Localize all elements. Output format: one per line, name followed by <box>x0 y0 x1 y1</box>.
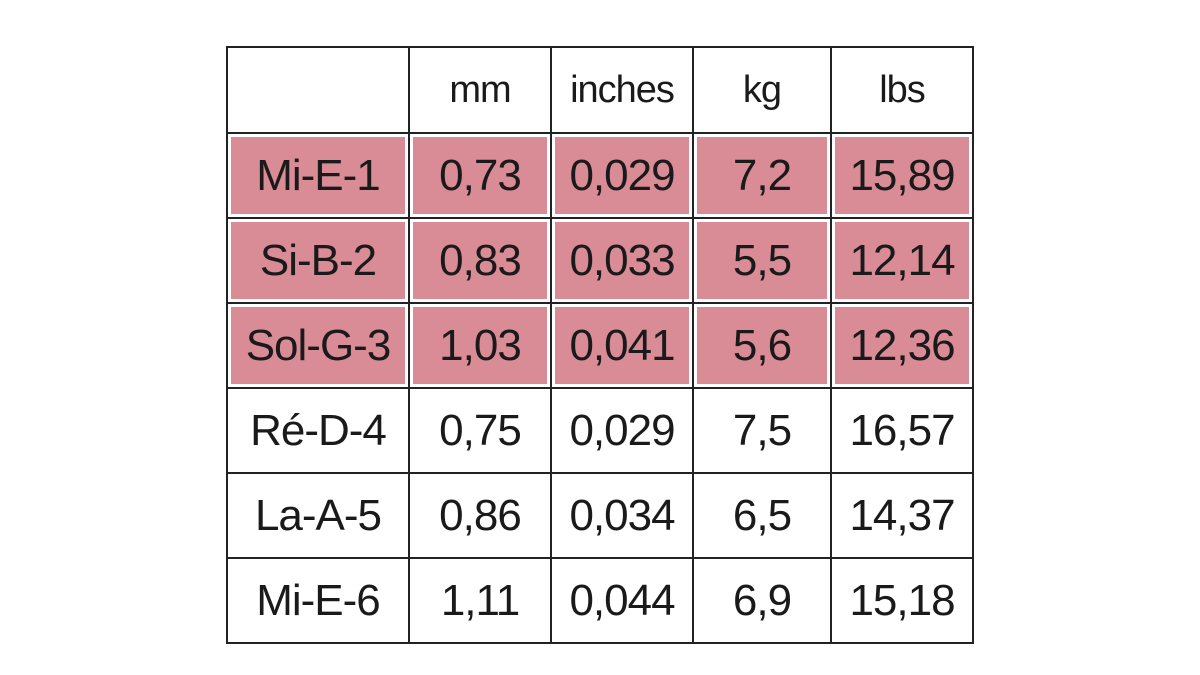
value-inches: 0,033 <box>550 217 694 304</box>
table-row: Si-B-2 0,83 0,033 5,5 12,14 <box>226 217 974 304</box>
value-lbs: 14,37 <box>830 472 974 559</box>
value-kg: 7,5 <box>692 387 832 474</box>
value-inches: 0,044 <box>550 557 694 644</box>
header-cell-empty <box>226 46 410 134</box>
value-lbs: 16,57 <box>830 387 974 474</box>
header-cell-kg: kg <box>692 46 832 134</box>
header-cell-mm: mm <box>408 46 552 134</box>
value-kg: 5,6 <box>692 302 832 389</box>
value-inches: 0,029 <box>550 387 694 474</box>
value-kg: 6,9 <box>692 557 832 644</box>
value-lbs: 12,36 <box>830 302 974 389</box>
row-label: Si-B-2 <box>226 217 410 304</box>
table-row: Ré-D-4 0,75 0,029 7,5 16,57 <box>226 387 974 474</box>
value-mm: 0,83 <box>408 217 552 304</box>
table-row: Sol-G-3 1,03 0,041 5,6 12,36 <box>226 302 974 389</box>
value-inches: 0,041 <box>550 302 694 389</box>
value-inches: 0,029 <box>550 132 694 219</box>
value-kg: 7,2 <box>692 132 832 219</box>
row-label: Mi-E-6 <box>226 557 410 644</box>
header-cell-lbs: lbs <box>830 46 974 134</box>
row-label: Mi-E-1 <box>226 132 410 219</box>
row-label: Sol-G-3 <box>226 302 410 389</box>
value-kg: 6,5 <box>692 472 832 559</box>
value-lbs: 12,14 <box>830 217 974 304</box>
value-mm: 0,86 <box>408 472 552 559</box>
row-label: Ré-D-4 <box>226 387 410 474</box>
table-row: Mi-E-6 1,11 0,044 6,9 15,18 <box>226 557 974 644</box>
spec-table: mm inches kg lbs Mi-E-1 0,73 0,029 7,2 1… <box>226 46 974 644</box>
value-mm: 0,75 <box>408 387 552 474</box>
value-lbs: 15,18 <box>830 557 974 644</box>
value-kg: 5,5 <box>692 217 832 304</box>
row-label: La-A-5 <box>226 472 410 559</box>
header-row: mm inches kg lbs <box>226 46 974 134</box>
header-cell-inches: inches <box>550 46 694 134</box>
value-mm: 0,73 <box>408 132 552 219</box>
value-mm: 1,03 <box>408 302 552 389</box>
value-lbs: 15,89 <box>830 132 974 219</box>
table-row: Mi-E-1 0,73 0,029 7,2 15,89 <box>226 132 974 219</box>
table-row: La-A-5 0,86 0,034 6,5 14,37 <box>226 472 974 559</box>
value-inches: 0,034 <box>550 472 694 559</box>
value-mm: 1,11 <box>408 557 552 644</box>
